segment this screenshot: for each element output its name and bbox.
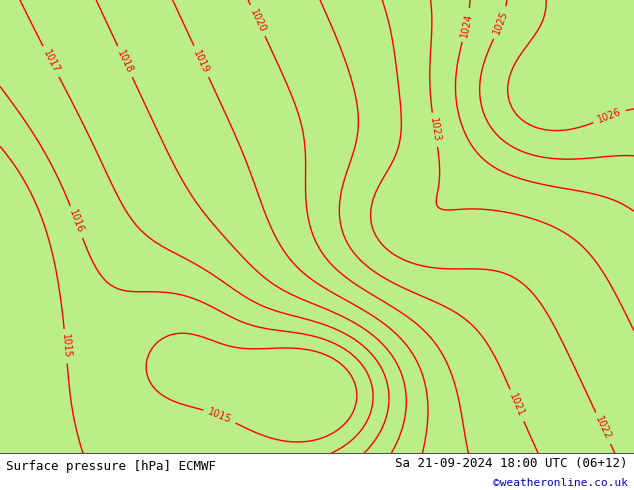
- Text: 1025: 1025: [491, 9, 510, 36]
- Text: 1024: 1024: [459, 12, 474, 38]
- Text: 1015: 1015: [60, 334, 72, 359]
- Text: 1026: 1026: [596, 107, 623, 125]
- Text: Sa 21-09-2024 18:00 UTC (06+12): Sa 21-09-2024 18:00 UTC (06+12): [395, 457, 628, 470]
- Text: 1021: 1021: [507, 392, 526, 419]
- Text: ©weatheronline.co.uk: ©weatheronline.co.uk: [493, 478, 628, 489]
- Text: 1023: 1023: [428, 117, 442, 143]
- Text: 1019: 1019: [191, 49, 211, 74]
- Text: 1022: 1022: [593, 415, 613, 441]
- Text: 1017: 1017: [41, 48, 61, 75]
- Text: Surface pressure [hPa] ECMWF: Surface pressure [hPa] ECMWF: [6, 460, 216, 473]
- Text: 1015: 1015: [207, 407, 233, 425]
- Text: 1016: 1016: [67, 209, 86, 235]
- Text: 1018: 1018: [115, 49, 134, 74]
- Text: 1020: 1020: [248, 7, 268, 34]
